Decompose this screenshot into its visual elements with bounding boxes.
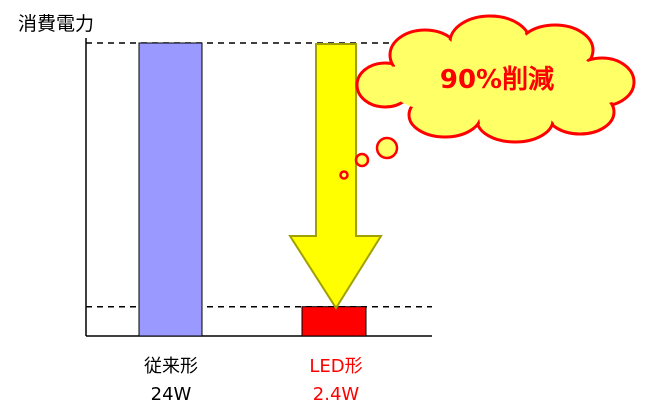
value-label-led: 2.4W: [313, 384, 360, 405]
bar-led: [301, 306, 367, 337]
y-axis-title: 消費電力: [18, 13, 94, 35]
cloud-callout: [355, 14, 636, 144]
value-label-conventional: 24W: [151, 384, 192, 405]
bar-conventional: [138, 42, 203, 337]
category-label-led: LED形: [309, 356, 362, 377]
annotation-reduction: 90%削減: [440, 65, 554, 95]
thought-bubble-medium: [354, 152, 370, 168]
thought-bubble-small: [339, 170, 349, 180]
thought-bubble-large: [375, 136, 399, 160]
category-label-conventional: 従来形: [144, 356, 198, 377]
down-arrow-icon: [288, 43, 383, 310]
